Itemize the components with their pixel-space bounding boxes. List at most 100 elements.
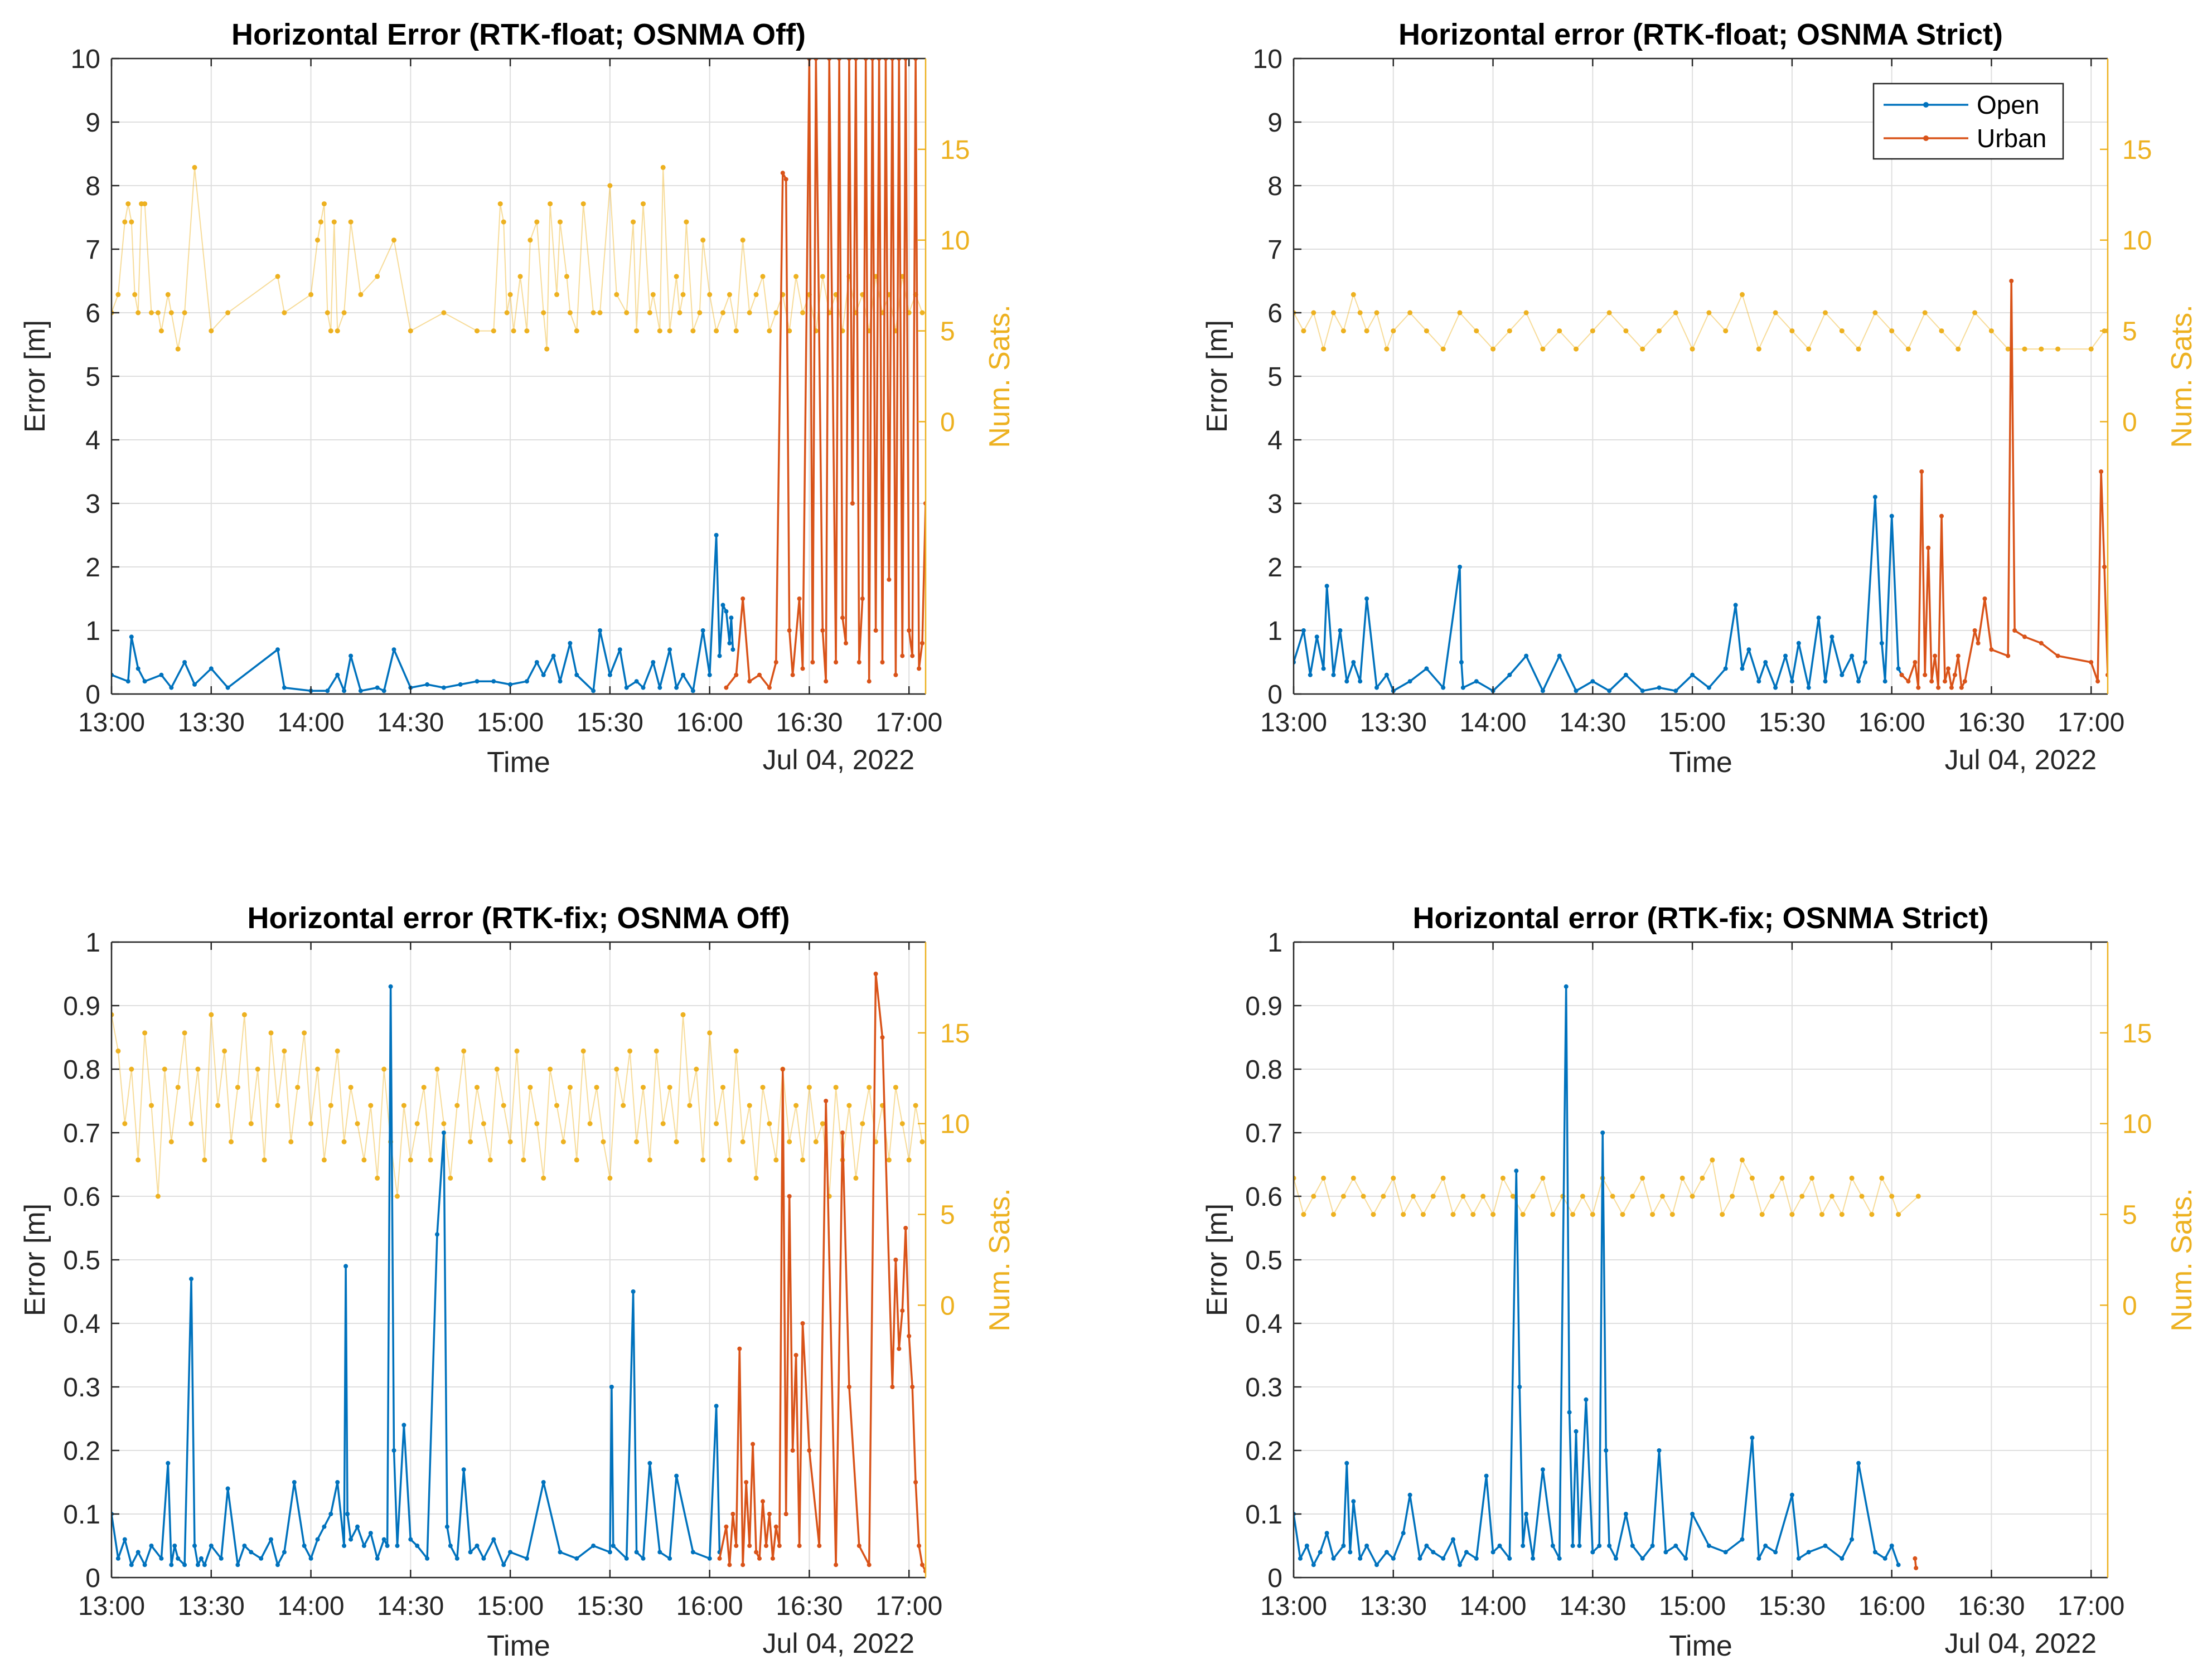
series-num-sats-point	[1889, 1193, 1895, 1199]
x-tick-label: 17:00	[2058, 708, 2124, 737]
series-num-sats-point	[182, 1030, 187, 1036]
series-urban-point	[790, 672, 795, 677]
series-urban-point	[1899, 672, 1904, 677]
series-open-point	[1344, 679, 1349, 684]
series-open-point	[1640, 688, 1645, 693]
series-num-sats-point	[541, 1175, 546, 1181]
series-urban-point	[1936, 685, 1941, 690]
y2-tick-label: 0	[940, 1291, 955, 1321]
series-open-point	[1750, 1435, 1755, 1440]
x-tick-label: 14:00	[277, 1591, 344, 1621]
series-num-sats-point	[135, 1157, 141, 1163]
series-open-point	[441, 685, 446, 690]
series-urban-point	[724, 1524, 729, 1529]
chart-title: Horizontal error (RTK-fix; OSNMA Strict)	[1412, 901, 1988, 935]
series-num-sats-point	[567, 310, 573, 316]
series-num-sats-point	[1915, 1193, 1921, 1199]
series-urban-point	[807, 1448, 812, 1453]
series-num-sats-point	[248, 1121, 254, 1127]
legend-label-urban: Urban	[1977, 124, 2046, 153]
series-open-point	[707, 672, 712, 677]
y-tick-label: 5	[85, 362, 100, 392]
series-open-point	[1464, 1550, 1469, 1555]
series-open-point	[401, 1423, 406, 1428]
y-tick-label: 9	[1267, 108, 1282, 138]
series-urban-point	[917, 1544, 922, 1548]
series-num-sats-point	[720, 1085, 725, 1090]
series-urban-point	[740, 1563, 746, 1568]
series-open-point	[275, 1563, 280, 1568]
series-num-sats-point	[541, 310, 546, 316]
series-open-point	[1607, 1544, 1612, 1548]
series-num-sats-point	[1849, 1175, 1855, 1181]
series-urban-point	[2022, 634, 2027, 639]
series-urban-point	[1959, 685, 1964, 690]
series-urban-point	[917, 666, 922, 671]
series-num-sats-point	[700, 237, 706, 243]
series-urban-point	[740, 596, 746, 601]
series-urban-point	[744, 1480, 749, 1484]
series-num-sats-point	[1740, 292, 1745, 297]
series-num-sats-point	[1779, 1175, 1785, 1181]
series-urban-point	[1946, 666, 1950, 671]
x-tick-label: 14:30	[1559, 1591, 1626, 1621]
series-urban-point	[724, 685, 729, 690]
y-tick-label: 8	[1267, 172, 1282, 201]
series-num-sats-point	[434, 1066, 440, 1072]
series-num-sats-point	[132, 292, 138, 297]
series-open-point	[1796, 641, 1801, 646]
series-num-sats-point	[1756, 346, 1761, 352]
series-urban-point	[1913, 660, 1918, 664]
series-open-point	[647, 1460, 652, 1466]
series-num-sats-point	[594, 1085, 599, 1090]
series-num-sats-point	[1364, 328, 1369, 334]
series-open-point	[249, 1550, 254, 1555]
series-open-point	[1391, 1556, 1396, 1561]
series-open-point	[1301, 628, 1306, 633]
series-num-sats-point	[700, 1157, 706, 1163]
date-label: Jul 04, 2022	[1945, 744, 2097, 775]
series-open-point	[727, 641, 732, 646]
series-open-point	[225, 1486, 230, 1491]
series-open-point	[607, 1550, 612, 1555]
series-urban-point	[2006, 653, 2011, 658]
series-open-point	[1896, 1563, 1901, 1568]
series-num-sats-point	[1896, 1212, 1901, 1217]
series-num-sats-point	[906, 1157, 912, 1163]
series-open-point	[611, 1544, 616, 1548]
series-open-point	[475, 1544, 480, 1548]
series-open-point	[169, 685, 174, 690]
series-open-point	[129, 634, 134, 639]
x-tick-label: 15:00	[1659, 708, 1726, 737]
series-open-point	[1690, 1512, 1695, 1516]
series-open-point	[135, 1550, 141, 1555]
series-num-sats-point	[1480, 1193, 1486, 1199]
series-num-sats-point	[375, 1175, 380, 1181]
series-num-sats-point	[494, 1066, 500, 1072]
series-num-sats-point	[321, 1157, 327, 1163]
series-num-sats-point	[773, 310, 779, 316]
series-num-sats-point	[614, 1066, 619, 1072]
series-num-sats-point	[806, 1085, 812, 1090]
series-open-point	[444, 1524, 449, 1529]
series-num-sats-point	[188, 1121, 194, 1127]
series-open-point	[1840, 672, 1845, 677]
x-tick-label: 16:00	[676, 1591, 743, 1621]
y-tick-label: 4	[85, 426, 100, 455]
series-num-sats-point	[760, 274, 766, 279]
series-num-sats-point	[1411, 1193, 1416, 1199]
series-num-sats-point	[2039, 346, 2044, 352]
series-open-point	[349, 1537, 354, 1542]
series-urban-point	[873, 628, 878, 633]
x-axis-label: Time	[487, 1630, 550, 1662]
series-open-point	[681, 672, 685, 677]
series-urban-point	[873, 972, 878, 976]
chart-title: Horizontal error (RTK-float; OSNMA Stric…	[1398, 18, 2003, 51]
series-urban-point	[790, 1448, 795, 1453]
series-open-point	[1324, 584, 1329, 589]
series-urban-point	[893, 672, 898, 677]
series-open-point	[1521, 1544, 1526, 1548]
series-open-point	[142, 1563, 147, 1568]
chart-title: Horizontal Error (RTK-float; OSNMA Off)	[231, 18, 806, 51]
series-urban-point	[1982, 596, 1987, 601]
